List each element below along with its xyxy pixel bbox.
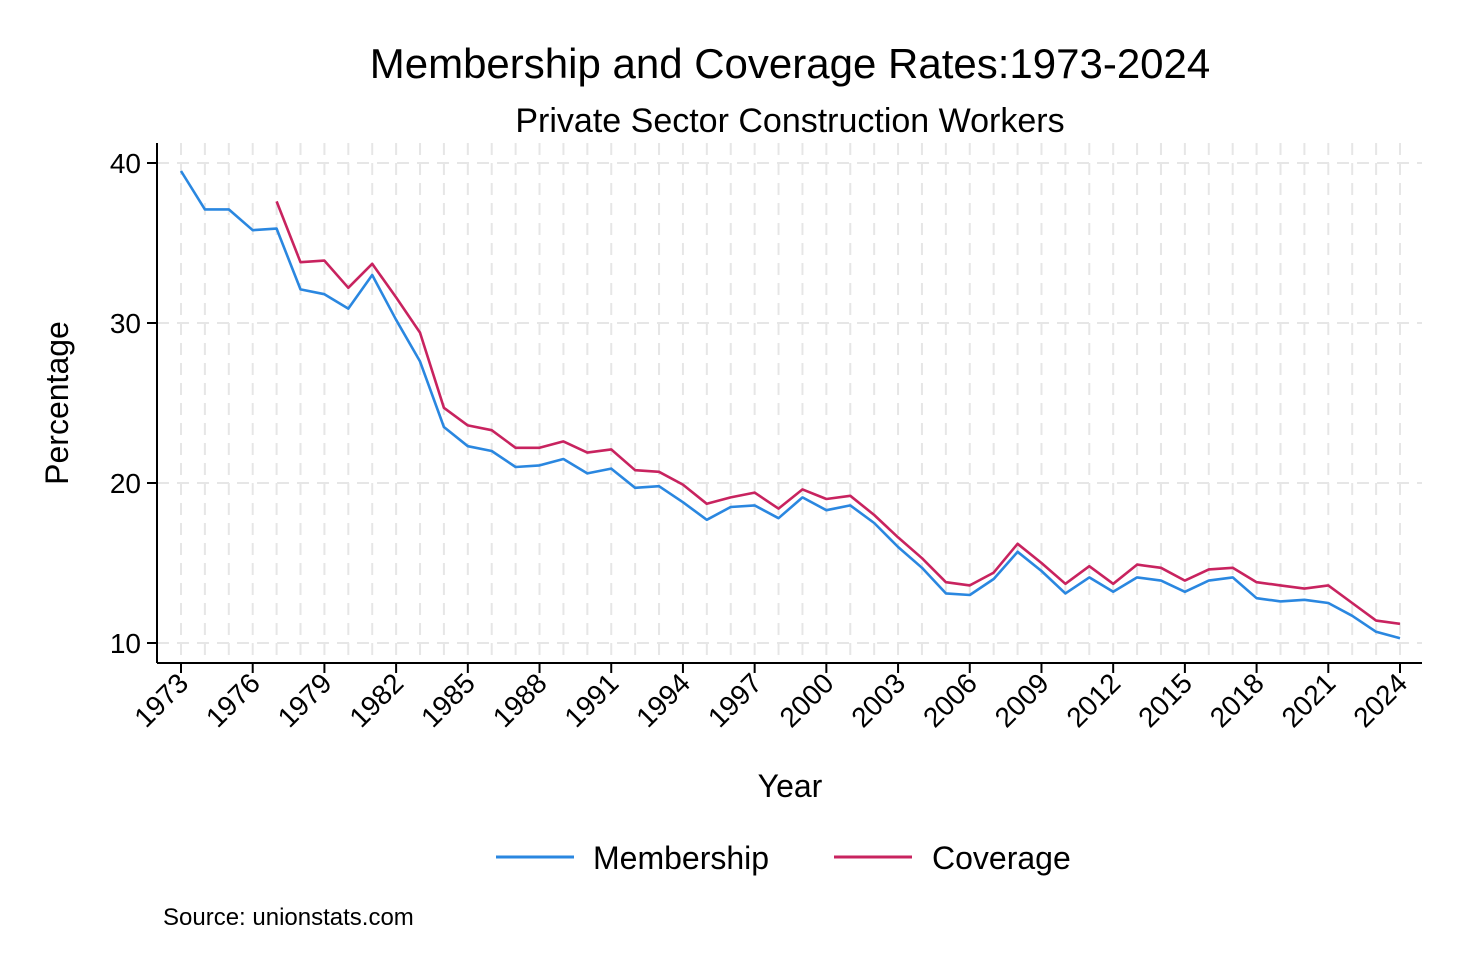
source-note: Source: unionstats.com	[163, 904, 414, 931]
legend: Membership Coverage	[496, 840, 1071, 876]
y-tick-label: 30	[110, 308, 141, 339]
y-tick-label: 20	[110, 468, 141, 499]
axes	[156, 143, 1422, 664]
series-line-membership	[179, 170, 1401, 640]
x-axis-title: Year	[758, 768, 823, 804]
legend-label-coverage: Coverage	[932, 840, 1071, 876]
y-tick-label: 10	[110, 628, 141, 659]
chart-title: Membership and Coverage Rates:1973-2024	[370, 40, 1211, 87]
y-tick-label: 40	[110, 148, 141, 179]
gridlines	[157, 143, 1422, 663]
chart-subtitle: Private Sector Construction Workers	[515, 102, 1064, 140]
series-lines	[179, 170, 1401, 640]
y-axis-title: Percentage	[39, 321, 75, 485]
legend-label-membership: Membership	[593, 840, 769, 876]
series-line-coverage	[275, 200, 1401, 626]
